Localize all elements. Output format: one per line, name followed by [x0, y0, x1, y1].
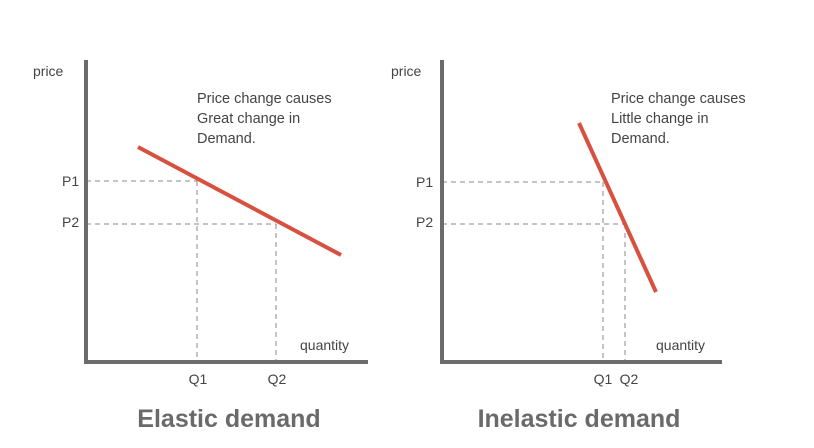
p2-label: P2	[62, 214, 79, 230]
axes	[440, 60, 722, 364]
elastic-panel: price quantity P1 P2 Q1 Q2 Price change …	[33, 60, 368, 433]
axes	[84, 60, 368, 364]
demand-curve	[137, 145, 342, 257]
note-line-2: Little change in	[611, 111, 709, 127]
demand-curve	[577, 122, 658, 293]
x-axis-label: quantity	[656, 337, 705, 353]
note-line-1: Price change causes	[611, 91, 746, 107]
p1-label: P1	[62, 173, 79, 189]
p2-label: P2	[416, 214, 433, 230]
note-line-3: Demand.	[197, 131, 256, 147]
note-line-2: Great change in	[197, 111, 300, 127]
note-line-3: Demand.	[611, 131, 670, 147]
p1-label: P1	[416, 174, 433, 190]
inelastic-panel: price quantity P1 P2 Q1 Q2 Price change …	[391, 60, 746, 433]
note-line-1: Price change causes	[197, 91, 332, 107]
q2-label: Q2	[268, 371, 287, 387]
q2-label: Q2	[620, 371, 639, 387]
q1-label: Q1	[189, 371, 208, 387]
y-axis-label: price	[391, 63, 422, 79]
panel-title: Inelastic demand	[478, 405, 681, 433]
panel-title: Elastic demand	[137, 405, 320, 433]
x-axis-label: quantity	[300, 337, 349, 353]
q1-label: Q1	[594, 371, 613, 387]
y-axis-label: price	[33, 63, 64, 79]
